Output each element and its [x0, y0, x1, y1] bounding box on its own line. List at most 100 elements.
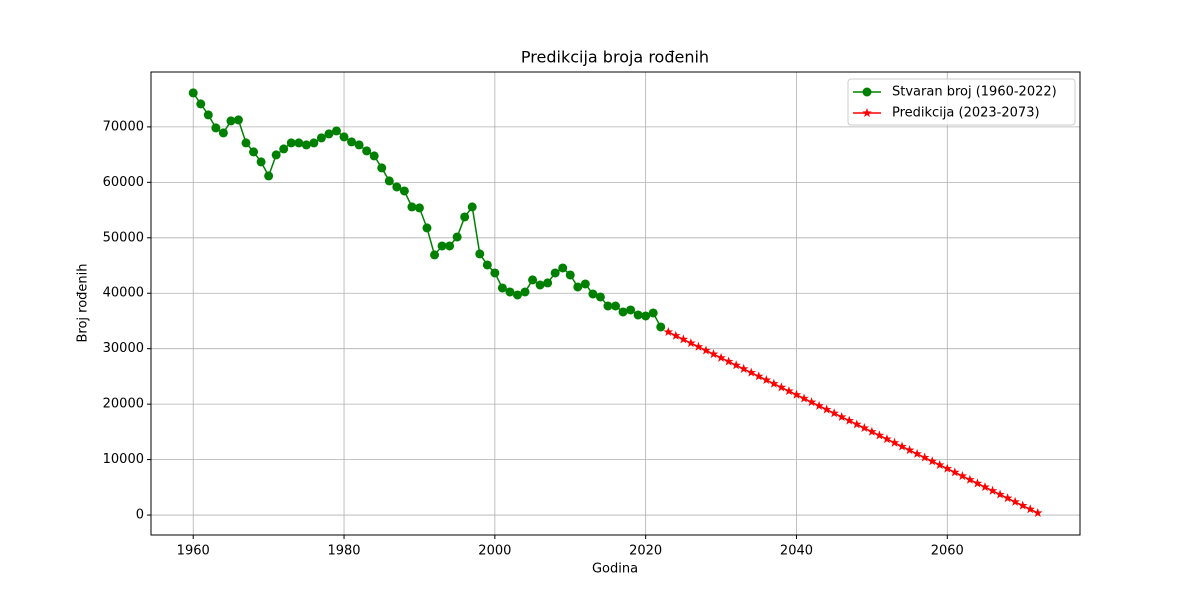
marker: [482, 260, 492, 270]
marker: [271, 150, 281, 160]
y-tick-label: 0: [136, 508, 144, 523]
y-tick-label: 60000: [103, 175, 144, 190]
marker: [791, 389, 802, 399]
marker: [347, 137, 357, 147]
marker: [867, 426, 877, 436]
marker: [852, 419, 862, 429]
y-tick-label: 50000: [103, 230, 144, 245]
marker: [226, 116, 236, 126]
marker: [738, 363, 749, 373]
marker: [528, 275, 538, 285]
marker: [701, 345, 711, 355]
marker: [980, 482, 990, 492]
marker: [1033, 507, 1043, 517]
chart-title: Predikcija broja rođenih: [521, 48, 709, 67]
y-tick-label: 30000: [103, 341, 144, 356]
marker: [520, 287, 530, 297]
marker: [716, 352, 726, 362]
marker: [354, 140, 364, 150]
marker: [965, 474, 975, 484]
marker: [836, 411, 847, 421]
marker: [294, 138, 304, 148]
marker: [422, 223, 432, 233]
marker: [369, 151, 379, 161]
marker: [407, 202, 417, 212]
marker: [862, 108, 872, 118]
marker: [889, 437, 900, 447]
marker: [844, 415, 855, 425]
marker: [188, 88, 198, 98]
marker: [919, 452, 930, 462]
marker: [912, 448, 922, 458]
marker: [256, 157, 266, 167]
marker: [882, 434, 892, 444]
x-tick-label: 1980: [327, 544, 360, 559]
marker: [309, 138, 319, 148]
legend: Stvaran broj (1960-2022) Predikcija (2023…: [847, 78, 1076, 126]
marker: [286, 138, 296, 148]
marker: [316, 133, 326, 143]
x-tick-label: 2040: [780, 544, 813, 559]
marker: [362, 146, 372, 156]
marker: [490, 268, 500, 278]
marker: [543, 278, 553, 288]
legend-label: Predikcija (2023-2073): [892, 106, 1040, 121]
marker: [678, 334, 689, 344]
marker: [437, 241, 447, 251]
marker: [686, 338, 696, 348]
marker: [301, 140, 311, 150]
marker: [806, 397, 817, 407]
marker: [399, 186, 409, 196]
marker: [723, 356, 734, 366]
marker: [656, 322, 666, 332]
marker: [331, 126, 341, 136]
y-tick-label: 20000: [103, 397, 144, 412]
marker: [972, 478, 983, 488]
marker: [505, 287, 515, 297]
marker: [233, 115, 243, 125]
marker: [467, 202, 477, 212]
marker: [550, 268, 560, 278]
marker: [641, 311, 651, 321]
marker: [897, 441, 907, 451]
marker: [761, 375, 772, 385]
marker: [580, 279, 590, 289]
marker: [784, 386, 794, 396]
plot-frame: [150, 71, 1081, 536]
marker: [957, 471, 968, 481]
marker: [558, 263, 568, 273]
marker: [995, 489, 1005, 499]
marker: [1010, 496, 1020, 506]
marker: [814, 400, 824, 410]
marker: [934, 459, 945, 469]
marker: [535, 280, 545, 290]
marker: [460, 212, 470, 222]
marker: [987, 485, 998, 495]
marker: [392, 182, 402, 192]
marker: [603, 301, 613, 311]
marker: [565, 270, 575, 280]
marker: [241, 138, 251, 148]
marker: [754, 371, 764, 381]
marker: [626, 305, 636, 315]
marker: [414, 203, 424, 213]
y-axis-label: Broj rođenih: [76, 263, 91, 342]
marker: [776, 382, 787, 392]
y-tick-label: 10000: [103, 452, 144, 467]
marker: [249, 147, 259, 157]
marker: [859, 423, 870, 433]
x-tick-label: 2000: [478, 544, 511, 559]
marker: [633, 310, 643, 320]
marker: [874, 430, 885, 440]
marker: [731, 360, 741, 370]
marker: [377, 163, 387, 173]
marker: [384, 176, 394, 186]
marker: [339, 132, 349, 142]
x-tick-label: 1960: [177, 544, 210, 559]
marker: [1002, 493, 1013, 503]
marker: [1017, 500, 1028, 510]
y-tick-label: 40000: [103, 286, 144, 301]
marker: [203, 110, 213, 120]
marker: [708, 349, 719, 359]
